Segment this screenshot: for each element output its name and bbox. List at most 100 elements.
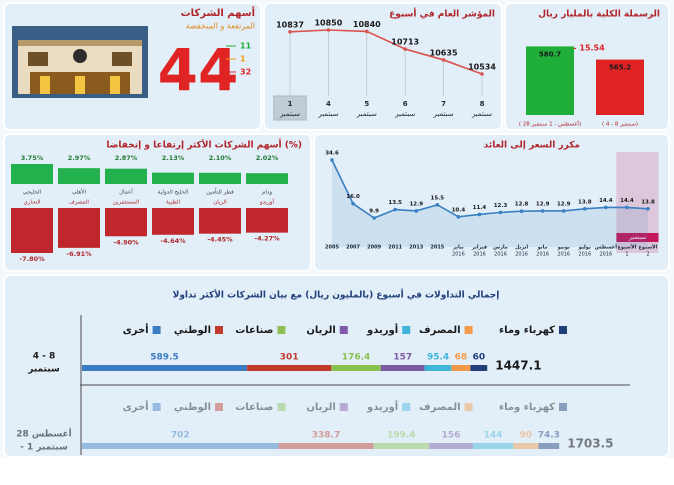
row-label: 28 أغسطس (16, 428, 72, 440)
value-label: 10.4 (452, 207, 466, 213)
chart-title: إجمالي التداولات في أسبوع (بالمليون ريال… (173, 289, 500, 301)
light (40, 76, 50, 94)
row-label: - 1 سبتمبر (20, 443, 68, 453)
segment (424, 365, 452, 371)
segment-label: 199.4 (387, 431, 415, 441)
category-label: ( 4 - 8 سبتمبر) (602, 122, 638, 128)
segment-label: 74.3 (538, 431, 560, 441)
point (480, 72, 484, 76)
x-tick-label: يونيو (557, 245, 570, 251)
segment-label: 157 (393, 353, 412, 363)
gain-bar (246, 173, 288, 184)
legend-swatch (215, 403, 223, 411)
segment-label: 176.4 (342, 353, 370, 363)
x-tick-label: 6 (403, 100, 408, 108)
x-tick-label: يوليو (578, 245, 591, 251)
legend-swatch (277, 326, 286, 334)
legend-label: المصرف (419, 325, 461, 336)
point (403, 47, 408, 51)
segment-label: 144 (484, 431, 503, 441)
legend-swatch (152, 326, 161, 334)
value-label: 14.4 (620, 198, 634, 204)
segment (278, 443, 374, 449)
loss-bar (11, 208, 53, 253)
x-tick-label: الأسبوع (639, 244, 658, 251)
loss-bar (152, 208, 194, 235)
loss-name: المستثمرين (113, 200, 140, 206)
value-label: 15.5 (431, 195, 445, 201)
x-tick-label: 2 (646, 252, 649, 258)
bar (526, 46, 574, 115)
x-tick-label: 8 (480, 100, 485, 108)
x-tick-label: 2016 (578, 252, 591, 258)
row-total: 1703.5 (567, 437, 613, 451)
window (28, 52, 48, 66)
value-label: 11.4 (473, 205, 487, 211)
segment-label: 702 (171, 431, 190, 441)
x-tick-label: مايو (537, 245, 548, 251)
segment (373, 443, 430, 449)
value-label: 10837 (276, 20, 304, 29)
chart-title: الرسملة الكلية بالمليار ريال (538, 10, 660, 20)
legend-label: كهرباء وماء (499, 402, 555, 413)
gain-label: 2.97% (68, 154, 91, 162)
logo (73, 49, 87, 63)
x-tick-label: سبتمبر (279, 110, 300, 118)
legend-swatch (402, 326, 411, 334)
x-tick-label: فبراير (471, 245, 487, 251)
light (110, 76, 120, 94)
segment-label: 338.7 (312, 431, 340, 441)
value-label: 12.9 (536, 201, 550, 207)
gain-label: 3.75% (21, 154, 44, 162)
segment (451, 365, 471, 371)
x-tick-label: ابريل (515, 245, 528, 251)
building-image (12, 26, 148, 98)
chart-title: المؤشر العام في أسبوع (389, 8, 495, 20)
x-tick-label: 2016 (599, 252, 612, 258)
loss-label: -4.64% (160, 237, 186, 245)
x-tick-label: 2005 (325, 245, 339, 251)
loss-bar (105, 208, 147, 237)
x-tick-label: 5 (364, 100, 369, 108)
gain-label: 2.02% (256, 154, 279, 162)
value-label: 10713 (391, 38, 419, 47)
value-label: 12.8 (515, 202, 529, 208)
x-tick-label: سبتمبر (471, 110, 492, 118)
legend-label: أخرى (123, 323, 149, 336)
loss-name: أوريدو (259, 198, 274, 206)
point (604, 205, 608, 210)
loss-label: -4.90% (113, 238, 139, 246)
stock-count: 32 (240, 68, 251, 77)
point (456, 215, 461, 219)
loss-bar (199, 208, 241, 234)
gain-name: أعمال (119, 188, 133, 196)
point (498, 210, 503, 215)
x-tick-label: 1 (288, 100, 293, 108)
value-label: 13.8 (578, 199, 592, 205)
gain-bar (105, 168, 147, 184)
x-tick-label: 2011 (388, 245, 402, 251)
segment (331, 365, 381, 371)
x-tick-label: يناير (452, 245, 464, 251)
segment (82, 365, 248, 371)
stocks-total: 44 (158, 36, 239, 104)
annotation: - 15.54 (573, 44, 605, 53)
value-label: 580.7 (539, 50, 561, 58)
gain-name: الخليج الدولية (158, 190, 189, 196)
legend-label: الريان (306, 402, 335, 413)
segment (380, 365, 425, 371)
x-tick-label: سبتمبر (356, 110, 377, 118)
loss-label: -4.45% (207, 236, 233, 244)
line (331, 159, 649, 219)
segment (472, 443, 514, 449)
stock-count: 11 (240, 42, 252, 51)
segment (470, 365, 488, 371)
x-tick-label: 2016 (557, 252, 570, 258)
value-label: 10840 (353, 20, 381, 29)
row-total: 1447.1 (495, 359, 541, 373)
gain-name: قطر للتأمين (206, 188, 234, 196)
legend-label: المصرف (419, 402, 461, 413)
x-tick-label: 2007 (346, 245, 360, 251)
category-label: ( 28 أغسطس - 1 سبتمبر) (519, 120, 581, 128)
x-tick-label: 2016 (494, 252, 507, 258)
